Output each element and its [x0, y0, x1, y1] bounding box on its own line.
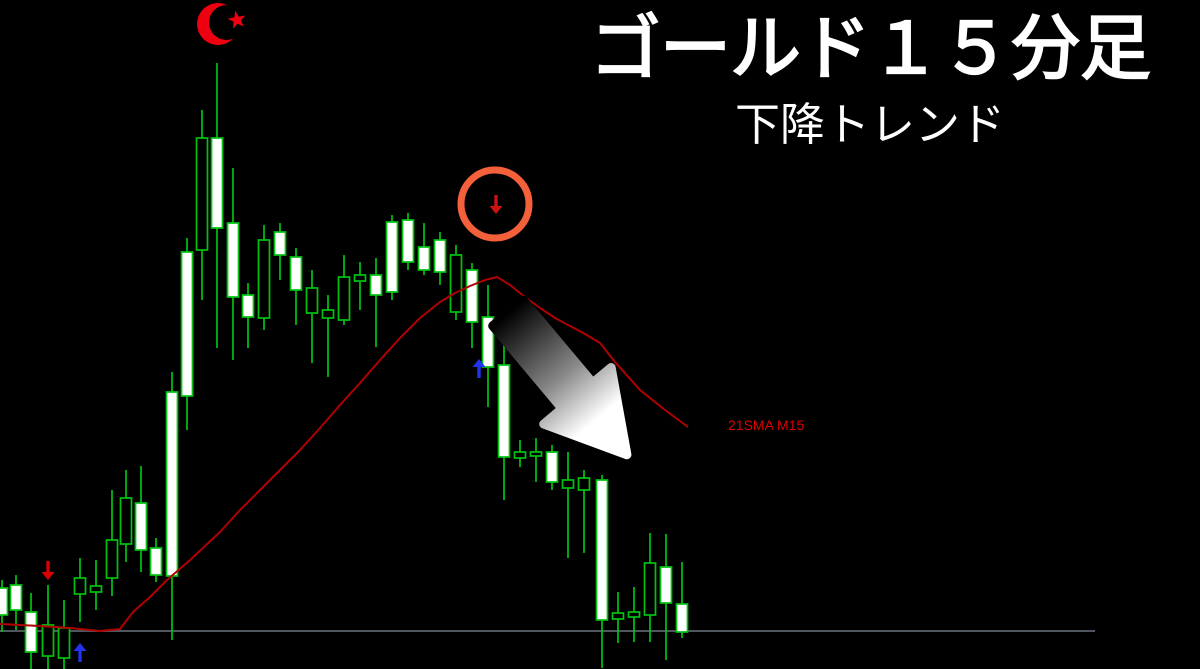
candle [165, 372, 179, 640]
candle [210, 63, 224, 348]
candle [89, 560, 103, 610]
candle [119, 470, 133, 562]
candle [369, 258, 383, 347]
candle [57, 600, 71, 669]
candle [481, 285, 495, 407]
candle [134, 466, 148, 572]
candle [321, 295, 335, 377]
candle [195, 110, 209, 300]
candle [529, 438, 543, 482]
sma-line [0, 276, 689, 632]
candle [497, 345, 511, 500]
candle [24, 593, 38, 669]
candle [385, 215, 399, 300]
candle [449, 245, 463, 320]
candle [73, 558, 87, 622]
sma-label: 21SMA M15 [728, 417, 805, 433]
candle [105, 490, 119, 596]
candle [401, 213, 415, 270]
candle [257, 225, 271, 330]
candle [180, 238, 194, 430]
candle [305, 270, 319, 363]
page-subtitle: 下降トレンド [734, 98, 1005, 151]
sell-signal-circle [457, 166, 533, 242]
candle [643, 533, 657, 642]
candle [659, 534, 673, 660]
candle [433, 232, 447, 285]
big-down-arrow-icon [488, 295, 632, 460]
candles-group [0, 63, 689, 669]
buy-arrow-icon [472, 359, 486, 378]
sell-arrow-icon [41, 561, 55, 580]
candle [149, 538, 163, 582]
candle [465, 263, 479, 348]
candle [289, 248, 303, 325]
sell-arrow-icon [489, 195, 503, 214]
candle [353, 262, 367, 310]
candle [241, 283, 255, 348]
candle [337, 255, 351, 325]
candle [417, 223, 431, 275]
crescent-star-icon [197, 3, 246, 45]
candle [611, 592, 625, 643]
candle [513, 440, 527, 467]
candle [226, 168, 240, 360]
candle [9, 575, 23, 630]
candle [627, 587, 641, 642]
candle [273, 223, 287, 280]
buy-arrow-icon [73, 643, 87, 662]
candle [561, 452, 575, 558]
candle [577, 470, 591, 553]
candle [675, 562, 689, 638]
candle [595, 475, 609, 668]
candle [545, 445, 559, 490]
page-title: ゴールド１５分足 [589, 7, 1151, 90]
